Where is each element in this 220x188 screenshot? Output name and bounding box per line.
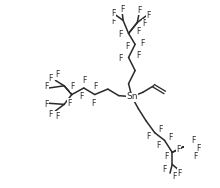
Text: F: F bbox=[193, 152, 197, 161]
Text: F: F bbox=[111, 17, 116, 26]
Text: F: F bbox=[55, 112, 60, 121]
Text: F: F bbox=[177, 145, 181, 154]
Text: F: F bbox=[136, 27, 141, 36]
Text: F: F bbox=[178, 169, 182, 178]
Text: F: F bbox=[172, 172, 177, 181]
Text: F: F bbox=[44, 82, 49, 91]
Text: F: F bbox=[71, 82, 75, 91]
Text: F: F bbox=[158, 125, 162, 134]
Text: F: F bbox=[136, 51, 141, 60]
Text: F: F bbox=[92, 99, 96, 108]
Text: F: F bbox=[165, 152, 169, 161]
Text: F: F bbox=[191, 136, 195, 145]
Text: F: F bbox=[120, 5, 124, 14]
Text: F: F bbox=[111, 9, 116, 18]
Text: F: F bbox=[143, 19, 147, 28]
Text: F: F bbox=[125, 42, 130, 51]
Text: F: F bbox=[168, 133, 172, 142]
Text: Sn: Sn bbox=[126, 92, 138, 101]
Text: F: F bbox=[48, 74, 52, 83]
Text: F: F bbox=[137, 6, 142, 15]
Text: F: F bbox=[79, 92, 84, 101]
Text: F: F bbox=[146, 132, 150, 140]
Text: F: F bbox=[94, 82, 98, 91]
Text: F: F bbox=[119, 54, 123, 63]
Text: F: F bbox=[141, 39, 145, 48]
Text: F: F bbox=[83, 76, 87, 85]
Text: F: F bbox=[119, 30, 123, 39]
Text: F: F bbox=[196, 143, 201, 152]
Text: F: F bbox=[68, 99, 72, 108]
Text: F: F bbox=[162, 165, 167, 174]
Text: F: F bbox=[55, 70, 60, 79]
Text: F: F bbox=[146, 11, 150, 20]
Text: F: F bbox=[44, 100, 49, 109]
Text: F: F bbox=[156, 141, 160, 150]
Text: F: F bbox=[48, 110, 52, 119]
